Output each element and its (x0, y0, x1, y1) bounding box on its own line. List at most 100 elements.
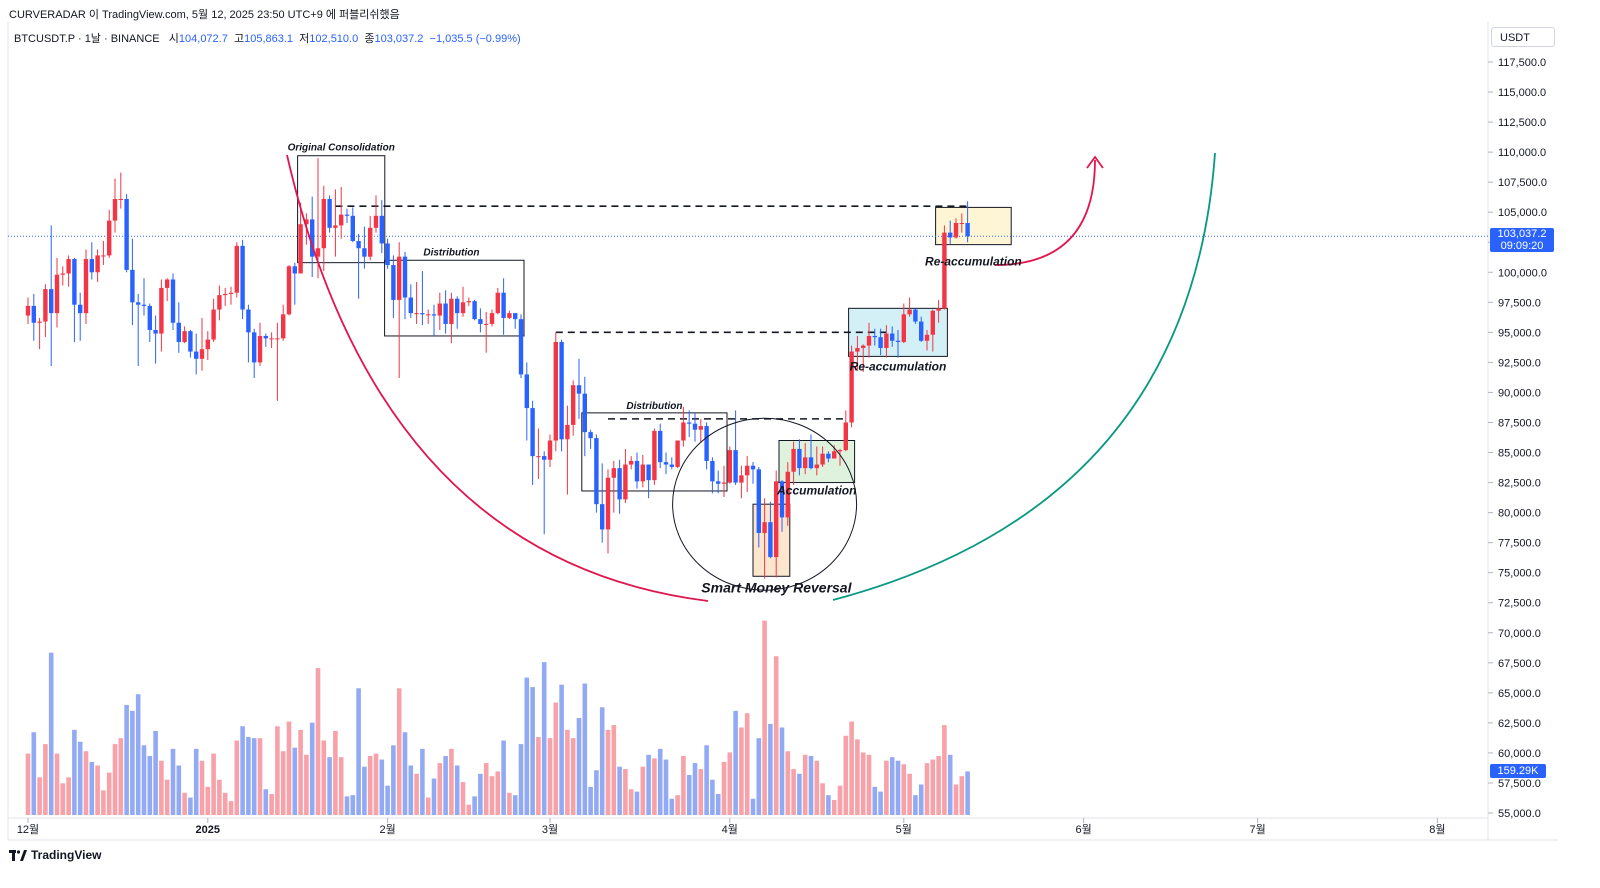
volume-bar (263, 789, 269, 815)
volume-bar (466, 804, 472, 815)
volume-bar (118, 738, 124, 815)
candle-body (286, 266, 292, 315)
volume-bar (715, 793, 721, 815)
reversal-circle (672, 417, 858, 591)
annotation-label: Re-accumulation (850, 359, 947, 373)
candle-body (176, 322, 181, 342)
candle-body (716, 481, 721, 484)
volume-bar (77, 741, 83, 815)
volume-bar (269, 793, 274, 815)
volume-bar (727, 752, 733, 815)
volume-bar (431, 778, 437, 815)
volume-bar (472, 796, 477, 815)
annotation-label: Distribution (626, 401, 682, 412)
volume-bar (373, 753, 379, 815)
candle-body (89, 259, 94, 273)
candle-body (843, 422, 848, 451)
low-label: 저 (299, 33, 310, 45)
volume-bar (367, 755, 373, 815)
volume-bar (762, 620, 767, 815)
volume-bar (617, 766, 622, 815)
volume-bar (837, 785, 843, 815)
candle-body (565, 424, 570, 440)
volume-bar (623, 769, 628, 815)
volume-bar (565, 729, 570, 815)
volume-bar (756, 738, 762, 815)
volume-bar (947, 754, 953, 815)
x-tick-label: 12월 (17, 823, 39, 836)
candle-body (310, 219, 315, 257)
candle-body (930, 310, 935, 335)
candle-body (304, 219, 309, 225)
tradingview-logo-icon (9, 849, 27, 861)
candle-body (582, 393, 587, 433)
candle-body (466, 301, 471, 303)
annotation-label: Accumulation (776, 484, 856, 498)
y-tick-label: 95,000.0 (1498, 327, 1541, 339)
candle-body (704, 426, 709, 461)
volume-bar (924, 763, 930, 815)
candle-body (72, 259, 77, 305)
volume-bar (843, 735, 849, 815)
volume-bar (153, 731, 158, 815)
open-value: 104,072.7 (178, 33, 228, 45)
candle-body (437, 303, 442, 316)
volume-bar (605, 729, 611, 815)
symbol-legend: BTCUSDT.P · 1날 · BINANCE 시104,072.7 고105… (14, 30, 521, 46)
candle-body (797, 448, 802, 469)
x-tick-label: 4월 (722, 823, 738, 836)
volume-bar (182, 792, 187, 815)
candle-body (872, 335, 877, 338)
currency-selector[interactable]: USDT (1491, 27, 1555, 47)
last-volume-tag: 159.29K (1490, 764, 1546, 778)
volume-bar (454, 765, 460, 815)
candle-body (878, 337, 883, 348)
volume-bar (669, 798, 675, 815)
candle-body (130, 269, 135, 303)
low-value: 102,510.0 (309, 33, 359, 45)
y-tick-label: 100,000.0 (1498, 267, 1547, 279)
volume-bar (959, 776, 965, 815)
candle-body (629, 460, 634, 465)
volume-bar (820, 783, 825, 815)
volume-bar (205, 786, 211, 815)
volume-bar (315, 668, 321, 815)
annotation-box (581, 412, 728, 492)
candle-body (646, 464, 651, 481)
volume-bar (872, 786, 878, 815)
y-tick-label: 72,500.0 (1498, 598, 1541, 610)
candle-body (275, 338, 280, 340)
volume-bar (501, 740, 506, 815)
symbol-name[interactable]: BTCUSDT.P · 1날 · BINANCE (14, 33, 160, 45)
footer-brand[interactable]: TradingView (9, 848, 101, 862)
candle-body (49, 289, 54, 314)
volume-bar (60, 783, 66, 815)
candle-body (147, 305, 152, 330)
candle-body (443, 303, 448, 324)
volume-bar (936, 755, 941, 815)
volume-bar (576, 717, 582, 815)
y-tick-label: 67,500.0 (1498, 658, 1541, 670)
x-tick-label: 2월 (379, 823, 395, 836)
candle-body (745, 465, 750, 476)
annotation-box (297, 155, 386, 264)
candle-body (333, 225, 338, 228)
candle-body (101, 255, 106, 257)
candle-body (344, 214, 350, 216)
candle-body (194, 351, 199, 359)
volume-bar (652, 758, 657, 815)
candle-body (687, 422, 692, 424)
volume-bar (147, 755, 153, 815)
volume-bar (234, 740, 240, 815)
volume-bar (396, 688, 402, 815)
candle-body (159, 287, 164, 334)
candle-body (25, 305, 31, 316)
candle-body (43, 289, 48, 322)
annotation-label: Re-accumulation (925, 255, 1022, 269)
volume-bar (918, 784, 924, 815)
y-tick-label: 55,000.0 (1498, 808, 1541, 820)
volume-bar (744, 713, 750, 815)
candle-body (884, 333, 889, 348)
candle-body (681, 422, 686, 441)
